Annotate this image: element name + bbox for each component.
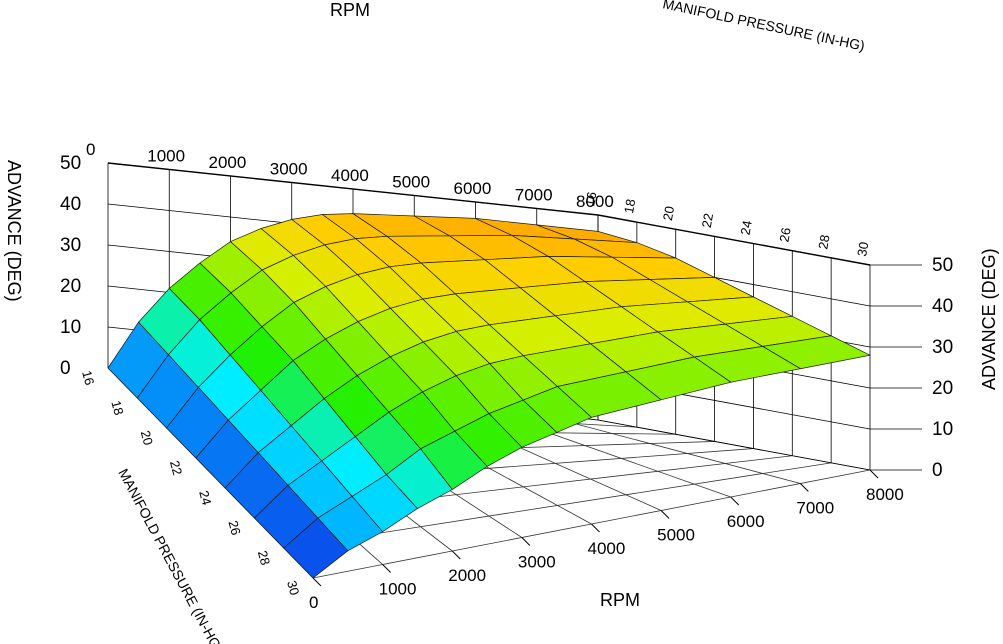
rpm-tick-label-top: 0	[86, 140, 95, 159]
pressure-tick-label-left: 20	[138, 429, 156, 447]
rpm-tick-label-bottom: 5000	[657, 526, 695, 545]
rpm-tick-label-bottom: 6000	[727, 512, 765, 531]
rpm-tick-mark	[869, 469, 879, 479]
advance-tick-label-left: 40	[60, 194, 81, 215]
rpm-tick-mark	[660, 510, 670, 519]
advance-tick-label-right: 0	[932, 460, 943, 481]
rpm-tick-label-bottom: 0	[309, 593, 318, 612]
rpm-tick-label-bottom: 2000	[448, 566, 486, 585]
pressure-tick-label-left: 18	[108, 399, 126, 417]
rpm-tick-mark	[730, 496, 740, 506]
advance-tick-label-right: 50	[932, 255, 953, 276]
rpm-tick-label-bottom: 7000	[796, 499, 834, 518]
rpm-tick-label-bottom: 1000	[379, 580, 417, 599]
rpm-tick-mark	[591, 523, 600, 533]
rpm-tick-mark	[521, 537, 531, 546]
pressure-tick-label-left: 26	[226, 519, 244, 537]
rpm-tick-mark	[382, 564, 391, 573]
pressure-tick-label-top: 28	[815, 234, 832, 251]
rpm-tick-label-bottom: 4000	[588, 539, 626, 558]
rpm-axis-title-bottom: RPM	[600, 590, 640, 610]
pressure-tick-label-top: 26	[776, 226, 793, 243]
surface-cell	[283, 517, 349, 579]
pressure-tick-label-top: 24	[738, 219, 755, 236]
right-wall-grid-line	[597, 419, 871, 471]
rpm-tick-label-bottom: 3000	[518, 553, 556, 572]
rpm-tick-label-bottom: 8000	[866, 485, 904, 504]
advance-tick-label-left: 50	[60, 153, 81, 174]
pressure-tick-label-top: 22	[699, 212, 716, 229]
top-frame-line	[597, 214, 871, 266]
pressure-axis-title-top: MANIFOLD PRESSURE (IN-HG)	[661, 0, 866, 54]
advance-tick-label-right: 30	[932, 337, 953, 358]
advance-tick-label-right: 10	[932, 419, 953, 440]
floor-grid-line	[536, 413, 801, 484]
pressure-tick-label-top: 30	[854, 241, 871, 258]
advance-tick-label-right: 20	[932, 378, 953, 399]
rpm-tick-mark	[800, 483, 809, 492]
pressure-tick-label-left: 22	[167, 459, 185, 477]
rpm-tick-mark	[312, 577, 322, 587]
advance-axis-title-left: ADVANCE (DEG)	[4, 160, 24, 302]
pressure-tick-label-top: 20	[660, 205, 677, 222]
rpm-axis-title-top: RPM	[330, 0, 370, 20]
advance-tick-label-right: 40	[932, 296, 953, 317]
pressure-tick-label-top: 16	[582, 191, 599, 208]
rpm-tick-label-top: 6000	[454, 179, 492, 198]
pressure-tick-label-left: 28	[255, 549, 273, 567]
rpm-tick-label-top: 2000	[209, 153, 247, 172]
rpm-tick-label-top: 5000	[392, 173, 430, 192]
rpm-tick-mark	[451, 550, 461, 560]
pressure-tick-label-left: 16	[79, 369, 97, 387]
axis-ticks: 0010001000200020003000300040004000500050…	[60, 140, 953, 612]
pressure-tick-label-left: 24	[196, 489, 214, 507]
top-frame-line	[107, 162, 599, 216]
rpm-tick-label-top: 1000	[147, 147, 185, 166]
rpm-tick-label-top: 4000	[331, 166, 369, 185]
advance-axis-title-right: ADVANCE (DEG)	[979, 248, 999, 390]
advance-tick-label-left: 10	[60, 317, 81, 338]
rpm-tick-label-top: 8000	[576, 192, 614, 211]
rpm-tick-label-top: 7000	[515, 186, 553, 205]
pressure-tick-label-top: 18	[621, 198, 638, 215]
pressure-tick-label-left: 30	[284, 579, 302, 597]
advance-tick-label-left: 0	[60, 358, 71, 379]
advance-tick-label-left: 20	[60, 276, 81, 297]
rpm-tick-label-top: 3000	[270, 160, 308, 179]
advance-tick-label-left: 30	[60, 235, 81, 256]
surface-mesh	[107, 213, 872, 579]
